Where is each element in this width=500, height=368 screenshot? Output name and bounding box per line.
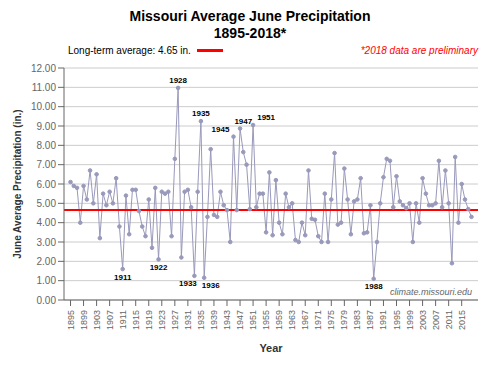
svg-text:4.00: 4.00 [37, 217, 57, 228]
svg-text:1933: 1933 [179, 279, 197, 288]
svg-text:1943: 1943 [222, 310, 232, 330]
svg-text:0.00: 0.00 [37, 295, 57, 306]
html-text:1895-2018*: 1895-2018* [213, 25, 287, 41]
svg-text:1995: 1995 [392, 310, 402, 330]
svg-text:1915: 1915 [131, 310, 141, 330]
svg-text:2011: 2011 [444, 310, 454, 329]
svg-text:1935: 1935 [192, 109, 210, 118]
svg-text:1907: 1907 [105, 310, 115, 330]
svg-text:1923: 1923 [157, 310, 167, 330]
svg-text:1928: 1928 [169, 76, 187, 85]
svg-text:1987: 1987 [365, 310, 375, 330]
svg-text:Year: Year [259, 342, 283, 354]
svg-text:2015: 2015 [457, 310, 467, 330]
svg-text:1.00: 1.00 [37, 275, 57, 286]
svg-text:5.00: 5.00 [37, 198, 57, 209]
html-text:*2018 data are preliminary: *2018 data are preliminary [360, 44, 478, 56]
svg-text:1963: 1963 [287, 310, 297, 330]
svg-text:1936: 1936 [202, 281, 220, 290]
svg-text:1967: 1967 [300, 310, 310, 330]
svg-text:1999: 1999 [405, 310, 415, 330]
html-text:Long-term average: 4.65 in.: Long-term average: 4.65 in. [68, 44, 191, 56]
svg-text:12.00: 12.00 [31, 63, 56, 74]
svg-text:1951: 1951 [257, 113, 275, 122]
svg-text:1911: 1911 [118, 310, 128, 329]
svg-text:1983: 1983 [352, 310, 362, 330]
svg-text:10.00: 10.00 [31, 101, 56, 112]
svg-text:1931: 1931 [183, 310, 193, 330]
svg-text:1945: 1945 [212, 125, 230, 134]
html-text:Missouri Average June Precipit: Missouri Average June Precipitation [129, 8, 371, 24]
svg-text:11.00: 11.00 [32, 82, 57, 93]
svg-text:1903: 1903 [92, 310, 102, 330]
svg-text:1895: 1895 [66, 310, 76, 330]
html-text:climate.missouri.edu: climate.missouri.edu [390, 287, 472, 297]
svg-text:1935: 1935 [196, 310, 206, 330]
svg-text:1979: 1979 [339, 310, 349, 330]
svg-text:June Average Precipitation (in: June Average Precipitation (in.) [12, 109, 23, 258]
svg-text:8.00: 8.00 [37, 140, 57, 151]
svg-text:1955: 1955 [261, 310, 271, 330]
svg-text:1939: 1939 [209, 310, 219, 330]
svg-text:1959: 1959 [274, 310, 284, 330]
svg-text:7.00: 7.00 [37, 159, 57, 170]
svg-text:1971: 1971 [313, 310, 323, 330]
svg-text:2007: 2007 [431, 310, 441, 330]
svg-text:2003: 2003 [418, 310, 428, 330]
svg-text:1922: 1922 [150, 263, 168, 272]
svg-text:1899: 1899 [79, 310, 89, 330]
svg-text:1988: 1988 [365, 282, 383, 291]
svg-text:1919: 1919 [144, 310, 154, 330]
svg-text:9.00: 9.00 [37, 121, 57, 132]
svg-text:1951: 1951 [248, 310, 258, 330]
svg-text:1947: 1947 [234, 117, 252, 126]
svg-text:1991: 1991 [378, 310, 388, 330]
svg-text:1947: 1947 [235, 310, 245, 330]
svg-text:3.00: 3.00 [37, 237, 57, 248]
svg-text:6.00: 6.00 [37, 179, 57, 190]
svg-text:1927: 1927 [170, 310, 180, 330]
svg-text:1975: 1975 [326, 310, 336, 330]
svg-text:1911: 1911 [114, 273, 132, 282]
svg-text:2.00: 2.00 [37, 256, 57, 267]
